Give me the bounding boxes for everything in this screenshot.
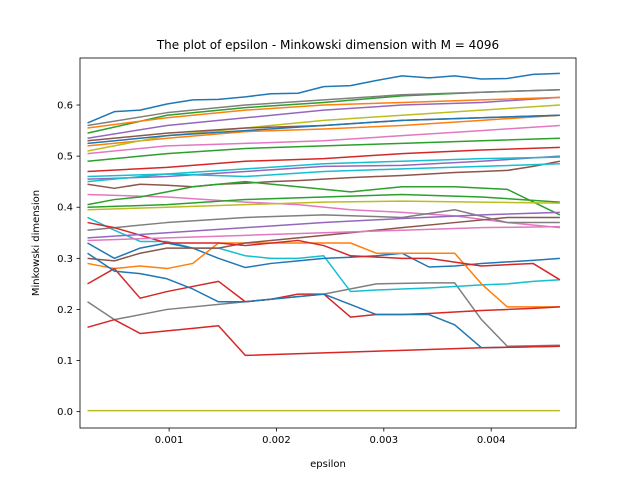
plot-area: 0.001 0.002 0.003 0.004 0.00.10.20.30.40.50… — [57, 57, 577, 446]
y-tick-label: 0.3 — [57, 254, 73, 265]
x-tick-label: 0.004 — [477, 435, 506, 446]
series-line-18 — [87, 209, 560, 231]
axes-frame — [79, 57, 577, 429]
series-line-17 — [87, 124, 560, 155]
series-line-6 — [87, 160, 561, 190]
series-line-12 — [87, 242, 560, 308]
y-tick-label: 0.6 — [57, 101, 73, 112]
series-layer — [87, 72, 561, 412]
series-line-22 — [87, 96, 560, 129]
chart-title: The plot of epsilon - Minkowski dimensio… — [156, 38, 499, 52]
series-line-8 — [87, 282, 560, 347]
series-line-4 — [87, 146, 560, 173]
y-axis-label: Minkowski dimension — [31, 190, 42, 296]
series-line-16 — [87, 216, 560, 262]
x-axis-label: epsilon — [310, 459, 346, 470]
series-line-29 — [87, 200, 560, 211]
y-tick-label: 0.0 — [57, 407, 73, 418]
series-line-21 — [87, 252, 560, 349]
series-line-23 — [87, 193, 560, 208]
y-tick-label: 0.4 — [57, 203, 73, 214]
series-line-15 — [87, 155, 560, 180]
series-line-7 — [87, 193, 560, 229]
x-tick-label: 0.001 — [155, 435, 184, 446]
series-line-32 — [87, 114, 560, 145]
x-tick-label: 0.003 — [370, 435, 399, 446]
y-tick-label: 0.2 — [57, 305, 73, 316]
series-line-30 — [87, 163, 560, 178]
series-line-33 — [87, 137, 560, 162]
series-line-31 — [87, 318, 560, 357]
series-line-1 — [87, 72, 560, 124]
series-line-10 — [87, 216, 560, 293]
series-line-2 — [87, 114, 560, 147]
series-line-24 — [87, 221, 561, 281]
y-tick-label: 0.1 — [57, 356, 73, 367]
series-line-25 — [87, 211, 560, 239]
y-tick-label: 0.5 — [57, 152, 73, 163]
y-axis: 0.0 0.1 0.2 0.3 0.4 0.5 0.6 — [57, 101, 80, 418]
x-tick-label: 0.002 — [262, 435, 291, 446]
series-line-28 — [87, 88, 560, 127]
series-line-13 — [87, 180, 561, 216]
series-line-5 — [87, 96, 560, 139]
x-axis: 0.001 0.002 0.003 0.004 — [155, 428, 506, 446]
series-line-27 — [87, 225, 560, 242]
